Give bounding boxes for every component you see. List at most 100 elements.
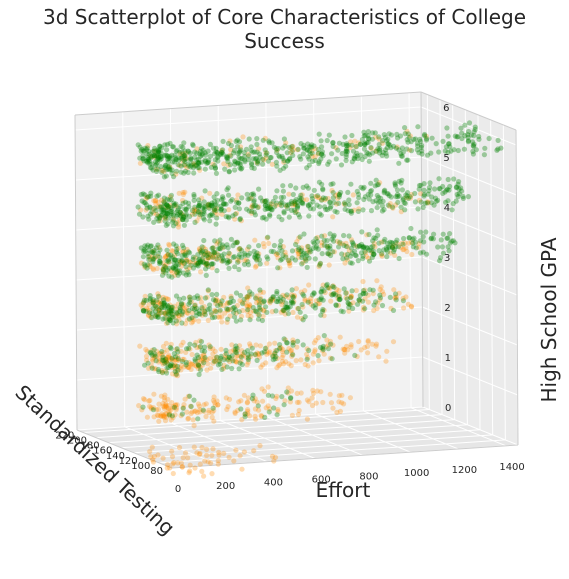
data-point — [317, 211, 323, 217]
data-point — [234, 239, 240, 245]
data-point — [203, 413, 209, 420]
data-point — [146, 253, 152, 259]
data-point — [175, 251, 181, 257]
data-point — [425, 200, 431, 206]
data-point — [322, 195, 329, 201]
z-tick-label: 3 — [444, 253, 450, 264]
data-point — [253, 203, 259, 209]
data-point — [151, 247, 157, 254]
data-point — [292, 257, 298, 263]
data-point — [328, 252, 334, 259]
data-point — [378, 284, 384, 290]
data-point — [180, 200, 186, 206]
data-point — [442, 189, 448, 195]
data-point — [300, 184, 306, 190]
data-point — [181, 140, 187, 146]
data-point — [214, 256, 220, 262]
data-point — [269, 393, 275, 399]
data-point — [150, 167, 156, 173]
data-point — [214, 202, 220, 208]
grid-line — [421, 256, 518, 296]
data-point — [388, 194, 394, 200]
data-point — [202, 166, 208, 172]
data-point — [265, 392, 271, 398]
data-point — [213, 358, 219, 364]
data-point — [151, 347, 157, 353]
data-point — [167, 202, 173, 208]
data-point — [288, 388, 295, 394]
data-point — [275, 250, 281, 256]
data-point — [149, 315, 155, 321]
data-point — [228, 153, 234, 159]
data-point — [160, 266, 166, 272]
data-point — [298, 357, 304, 363]
data-point — [205, 250, 212, 256]
data-point — [247, 413, 253, 419]
data-point — [260, 307, 266, 313]
data-point — [394, 241, 400, 247]
data-point — [145, 155, 151, 161]
data-point — [439, 244, 445, 250]
data-point — [216, 358, 222, 364]
data-point — [212, 308, 218, 314]
data-point — [148, 155, 154, 161]
data-point — [142, 397, 148, 403]
data-point — [325, 250, 331, 256]
data-point — [210, 254, 216, 260]
grid-line — [490, 119, 494, 435]
data-point — [311, 340, 317, 346]
data-point — [306, 156, 312, 162]
data-point — [164, 361, 170, 367]
data-point — [187, 259, 193, 265]
data-point — [317, 300, 323, 306]
data-point — [245, 313, 251, 319]
data-point — [268, 296, 274, 302]
data-point — [304, 397, 310, 403]
data-point — [349, 142, 355, 148]
data-point — [170, 314, 176, 320]
data-point — [144, 194, 150, 200]
data-point — [188, 403, 194, 409]
data-point — [320, 186, 326, 192]
data-point — [188, 366, 194, 372]
data-point — [335, 147, 341, 153]
data-point — [212, 307, 218, 313]
data-point — [168, 307, 174, 313]
data-point — [180, 213, 187, 219]
data-point — [385, 141, 391, 147]
data-point — [255, 253, 261, 259]
data-point — [153, 153, 160, 159]
data-point — [235, 353, 241, 359]
data-point — [210, 360, 216, 366]
data-point — [310, 387, 316, 393]
data-point — [225, 253, 231, 259]
data-point — [343, 148, 349, 154]
data-point — [405, 139, 411, 145]
data-point — [408, 148, 415, 154]
data-point — [223, 347, 229, 353]
data-point — [183, 362, 189, 368]
data-point — [177, 217, 183, 223]
data-point — [170, 212, 177, 219]
data-point — [172, 357, 178, 363]
data-point — [306, 282, 312, 288]
data-point — [194, 358, 200, 364]
data-point — [366, 258, 373, 264]
data-point — [330, 195, 336, 201]
data-point — [235, 407, 241, 413]
data-point — [165, 355, 171, 361]
data-point — [408, 239, 415, 245]
data-point — [224, 306, 230, 312]
data-point — [196, 160, 202, 166]
data-point — [273, 159, 279, 165]
data-point — [162, 200, 168, 207]
data-point — [229, 365, 235, 372]
data-point — [238, 147, 244, 153]
data-point — [255, 311, 261, 317]
data-point — [401, 246, 407, 252]
data-point — [287, 304, 293, 310]
data-point — [162, 404, 168, 410]
data-point — [292, 201, 298, 207]
data-point — [373, 134, 379, 140]
data-point — [209, 414, 215, 420]
